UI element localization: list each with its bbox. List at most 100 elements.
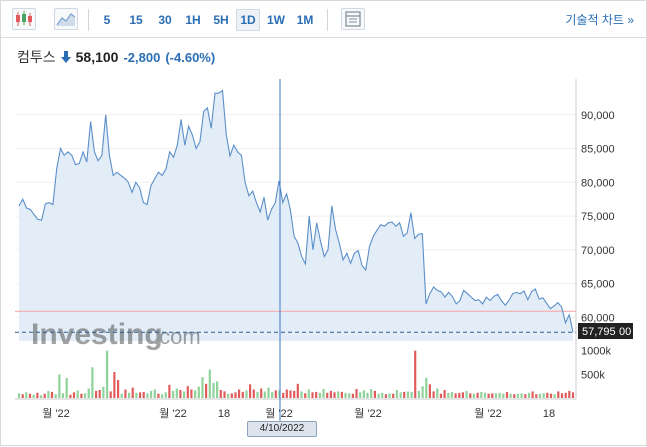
time-tick-label: 18 — [218, 408, 230, 420]
timeframe-1m[interactable]: 1M — [296, 13, 314, 27]
volume-bar — [406, 391, 409, 398]
volume-bar — [172, 390, 175, 398]
volume-bar — [120, 393, 123, 398]
timeframe-30[interactable]: 30 — [158, 13, 172, 27]
timeframe-5h[interactable]: 5H — [213, 13, 229, 27]
volume-bar — [238, 389, 241, 398]
volume-bar — [161, 394, 164, 398]
volume-bar — [399, 392, 402, 398]
area-chart-icon[interactable] — [54, 8, 78, 30]
volume-bar — [91, 367, 94, 398]
volume-bar — [39, 395, 43, 398]
candlestick-icon[interactable] — [12, 8, 36, 30]
chart-toolbar: 5 15 30 1H 5H 1D 1W 1M 기술적 차트 » — [1, 1, 647, 38]
volume-bar — [76, 390, 79, 398]
volume-bar — [296, 383, 299, 398]
volume-bar — [509, 393, 512, 398]
price-tick-label: 65,000 — [581, 279, 615, 291]
volume-bar — [190, 389, 193, 398]
volume-bar — [256, 391, 259, 398]
price-change: -2,800 — [123, 49, 161, 65]
crosshair-date-label: 4/10/2022 — [247, 421, 317, 437]
last-price: 58,100 — [75, 49, 119, 65]
volume-bar — [157, 393, 160, 398]
volume-bar — [344, 392, 347, 398]
price-tick-label: 60,000 — [581, 312, 615, 324]
volume-bar — [348, 393, 351, 398]
volume-bar — [458, 392, 461, 398]
volume-bar — [175, 388, 178, 398]
toolbar-separator — [327, 9, 328, 31]
volume-bar — [285, 389, 288, 398]
volume-bar — [329, 390, 332, 398]
volume-bar — [219, 390, 222, 398]
price-axis-ticks: 90,000 85,000 80,000 75,000 70,000 65,000 60,0… — [581, 110, 615, 325]
timeframe-1h[interactable]: 1H — [185, 13, 201, 27]
volume-bar — [117, 380, 120, 398]
time-tick-label: 월 '22 — [354, 407, 382, 420]
technical-chart-link[interactable]: 기술적 차트 » — [565, 11, 634, 28]
timeframe-1w[interactable]: 1W — [267, 13, 285, 27]
watermark-suffix: .com — [153, 324, 201, 349]
investing-watermark: Investing .com — [31, 318, 201, 351]
volume-bar — [524, 394, 527, 398]
volume-bar — [384, 394, 387, 398]
volume-bar — [289, 390, 292, 398]
volume-bar — [164, 392, 167, 398]
current-price-label-suffix: 00 — [619, 326, 631, 338]
volume-bar — [494, 393, 498, 398]
volume-bar — [538, 393, 542, 398]
price-line — [18, 89, 574, 333]
volume-bar — [307, 389, 310, 398]
volume-bar — [491, 393, 494, 398]
timeframe-15[interactable]: 15 — [129, 13, 143, 27]
volume-bar — [553, 394, 556, 398]
volume-bar — [498, 392, 501, 398]
volume-bar — [263, 391, 266, 398]
volume-bar — [186, 386, 189, 398]
volume-bar — [212, 382, 215, 398]
volume-bar — [208, 369, 211, 398]
volume-bar — [245, 390, 248, 398]
volume-bar — [516, 393, 520, 398]
volume-bar — [183, 391, 186, 398]
volume-bar — [260, 388, 263, 398]
volume-tick-label: 1000k — [581, 346, 611, 358]
price-tick-label: 75,000 — [581, 211, 615, 223]
volume-bar — [102, 386, 105, 398]
toolbar-separator — [88, 9, 89, 31]
volume-bar — [72, 392, 76, 398]
volume-bar — [560, 393, 564, 398]
volume-bar — [527, 392, 531, 398]
chart-settings-icon[interactable] — [341, 8, 365, 30]
volume-bar — [337, 391, 340, 398]
volume-bar — [483, 392, 487, 398]
volume-bar — [58, 374, 61, 398]
volume-bar — [318, 392, 321, 398]
volume-bar — [403, 391, 406, 398]
volume-bar — [355, 389, 358, 398]
volume-bar — [80, 393, 83, 398]
volume-bar — [106, 350, 109, 398]
volume-bar — [571, 392, 575, 398]
price-change-percent: (-4.60%) — [165, 49, 216, 65]
volume-bar — [131, 387, 134, 398]
volume-bar — [469, 393, 472, 398]
volume-bar — [322, 389, 325, 398]
volume-bar — [47, 390, 50, 398]
volume-bar — [414, 350, 417, 398]
volume-bar — [373, 390, 376, 398]
volume-bar — [472, 393, 475, 398]
timeframe-1d[interactable]: 1D — [236, 9, 260, 31]
volume-bar — [43, 393, 46, 398]
volume-bar — [50, 391, 54, 398]
timeframe-5[interactable]: 5 — [103, 13, 111, 27]
volume-bar — [439, 393, 442, 398]
volume-bar — [69, 394, 72, 398]
volume-bar — [252, 389, 255, 398]
volume-bar — [326, 392, 329, 398]
volume-bar — [465, 390, 468, 398]
price-tick-label: 70,000 — [581, 245, 615, 257]
